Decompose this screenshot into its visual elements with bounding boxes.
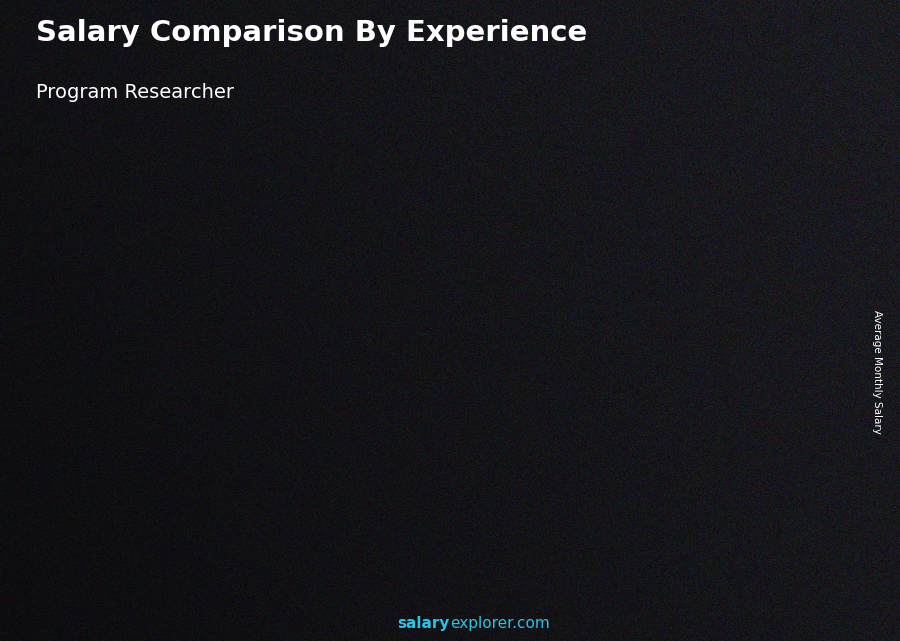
Bar xyxy=(87,471,97,583)
Bar xyxy=(741,0,795,273)
Bar xyxy=(601,289,673,583)
Bar xyxy=(741,265,750,583)
Bar xyxy=(218,434,272,583)
Bar xyxy=(348,362,402,583)
Bar xyxy=(741,265,795,583)
Bar xyxy=(87,362,141,474)
Text: +48%: +48% xyxy=(274,317,333,335)
Bar xyxy=(732,26,751,131)
Text: 640,000 ISK: 640,000 ISK xyxy=(360,344,436,357)
Bar xyxy=(480,50,534,320)
Bar xyxy=(739,26,748,131)
Bar xyxy=(78,471,150,583)
Text: +22%: +22% xyxy=(405,268,464,286)
Bar xyxy=(610,289,619,583)
Bar xyxy=(471,313,542,583)
Bar xyxy=(340,362,411,583)
Bar xyxy=(218,434,228,583)
Bar xyxy=(698,67,819,90)
Bar xyxy=(348,362,358,583)
Text: 851,000 ISK: 851,000 ISK xyxy=(621,271,697,284)
Text: +34%: +34% xyxy=(144,388,202,406)
Bar xyxy=(480,313,534,583)
Text: 921,000 ISK: 921,000 ISK xyxy=(752,247,827,260)
Bar xyxy=(610,3,664,297)
Bar xyxy=(209,434,281,583)
Bar xyxy=(480,313,489,583)
Bar xyxy=(698,73,819,84)
Bar xyxy=(87,471,141,583)
Bar xyxy=(610,289,664,583)
Text: 433,000 ISK: 433,000 ISK xyxy=(225,415,301,428)
Text: Salary Comparison By Experience: Salary Comparison By Experience xyxy=(36,19,587,47)
Text: salary: salary xyxy=(398,617,450,631)
Bar xyxy=(218,288,272,437)
Text: explorer.com: explorer.com xyxy=(450,617,550,631)
Text: +9%: +9% xyxy=(543,244,588,262)
Text: +8%: +8% xyxy=(673,219,718,237)
Text: 781,000 ISK: 781,000 ISK xyxy=(491,296,566,308)
Bar xyxy=(732,265,804,583)
Bar xyxy=(348,147,402,368)
Text: Program Researcher: Program Researcher xyxy=(36,83,234,103)
Text: Average Monthly Salary: Average Monthly Salary xyxy=(872,310,883,434)
Text: 324,000 ISK: 324,000 ISK xyxy=(91,453,166,466)
